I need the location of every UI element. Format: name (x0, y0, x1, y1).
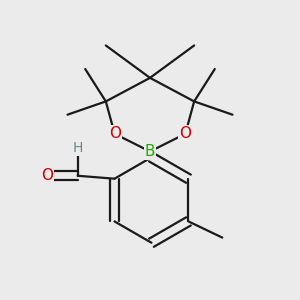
Text: O: O (109, 126, 121, 141)
Text: O: O (179, 126, 191, 141)
Text: H: H (73, 141, 83, 155)
Text: O: O (41, 168, 53, 183)
Text: B: B (145, 144, 155, 159)
